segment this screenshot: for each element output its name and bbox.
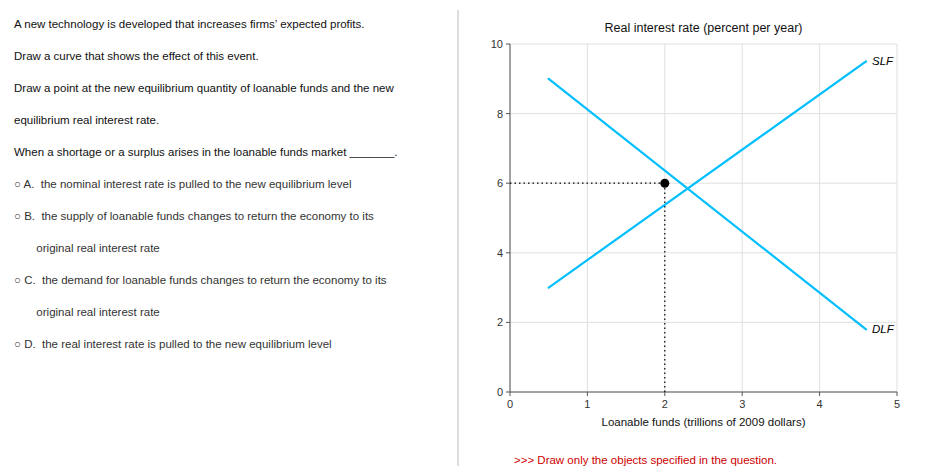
divider bbox=[458, 10, 459, 466]
y-tick bbox=[506, 392, 510, 393]
grid-line bbox=[510, 392, 897, 393]
chart-title: Real interest rate (percent per year) bbox=[604, 21, 802, 35]
y-tick bbox=[506, 44, 510, 45]
question-text: original real interest rate bbox=[14, 242, 160, 254]
x-tick-label: 3 bbox=[739, 398, 745, 410]
curve bbox=[549, 61, 866, 287]
y-tick bbox=[506, 322, 510, 323]
x-tick bbox=[819, 392, 820, 396]
equilibrium-point bbox=[660, 179, 669, 188]
curve bbox=[549, 79, 866, 330]
x-tick bbox=[510, 392, 511, 396]
question-text: equilibrium real interest rate. bbox=[14, 114, 159, 126]
background bbox=[0, 0, 944, 476]
x-tick bbox=[742, 392, 743, 396]
x-tick bbox=[664, 392, 665, 396]
footer-note: >>> Draw only the objects specified in t… bbox=[514, 454, 777, 466]
y-axis-line bbox=[510, 44, 511, 392]
grid-line bbox=[510, 113, 897, 114]
grid-line bbox=[510, 252, 897, 253]
curve-labels: SLF DLF bbox=[872, 55, 895, 335]
x-tick-label: 1 bbox=[584, 398, 590, 410]
x-tick-label: 0 bbox=[507, 398, 513, 410]
question-text: original real interest rate bbox=[14, 306, 160, 318]
grid-line bbox=[510, 183, 897, 184]
question-text: Draw a curve that shows the effect of th… bbox=[14, 50, 259, 62]
x-tick bbox=[587, 392, 588, 396]
x-tick-label: 5 bbox=[894, 398, 900, 410]
question-text: ○ C. the demand for loanable funds chang… bbox=[14, 274, 387, 286]
guide-line bbox=[664, 183, 665, 392]
y-tick-label: 4 bbox=[497, 247, 503, 259]
y-tick-label: 0 bbox=[497, 386, 503, 398]
figure: A new technology is developed that incre… bbox=[0, 0, 944, 476]
question-text: When a shortage or a surplus arises in t… bbox=[14, 146, 398, 158]
curve-label: SLF bbox=[872, 55, 894, 67]
y-tick-label: 6 bbox=[497, 177, 503, 189]
x-tick bbox=[897, 392, 898, 396]
grid-line bbox=[742, 44, 743, 392]
grid-line bbox=[664, 44, 665, 392]
grid bbox=[510, 44, 897, 392]
grid-line bbox=[897, 44, 898, 392]
axes: 0 1 2 3 4 5 0 2 4 6 8 10 bbox=[491, 38, 900, 410]
question-panel: A new technology is developed that incre… bbox=[14, 18, 398, 350]
grid-line bbox=[587, 44, 588, 392]
grid-line bbox=[819, 44, 820, 392]
x-tick-label: 2 bbox=[662, 398, 668, 410]
grid-line bbox=[510, 44, 897, 45]
y-tick bbox=[506, 183, 510, 184]
grid-line bbox=[510, 322, 897, 323]
question-text: A new technology is developed that incre… bbox=[14, 18, 365, 30]
guide-line bbox=[510, 183, 665, 184]
question-text: ○ D. the real interest rate is pulled to… bbox=[14, 338, 332, 350]
y-tick bbox=[506, 113, 510, 114]
question-text: ○ A. the nominal interest rate is pulled… bbox=[14, 178, 351, 190]
x-axis-label: Loanable funds (trillions of 2009 dollar… bbox=[602, 416, 806, 428]
question-text: ○ B. the supply of loanable funds change… bbox=[14, 210, 374, 222]
grid-line bbox=[510, 44, 511, 392]
y-tick-label: 2 bbox=[497, 316, 503, 328]
question-text: Draw a point at the new equilibrium quan… bbox=[14, 82, 394, 94]
x-tick-label: 4 bbox=[817, 398, 823, 410]
curve-label: DLF bbox=[872, 323, 895, 335]
x-axis-line bbox=[510, 392, 897, 393]
y-tick-label: 8 bbox=[497, 108, 503, 120]
y-tick-label: 10 bbox=[491, 38, 503, 50]
plot-area bbox=[510, 61, 866, 392]
y-tick bbox=[506, 252, 510, 253]
